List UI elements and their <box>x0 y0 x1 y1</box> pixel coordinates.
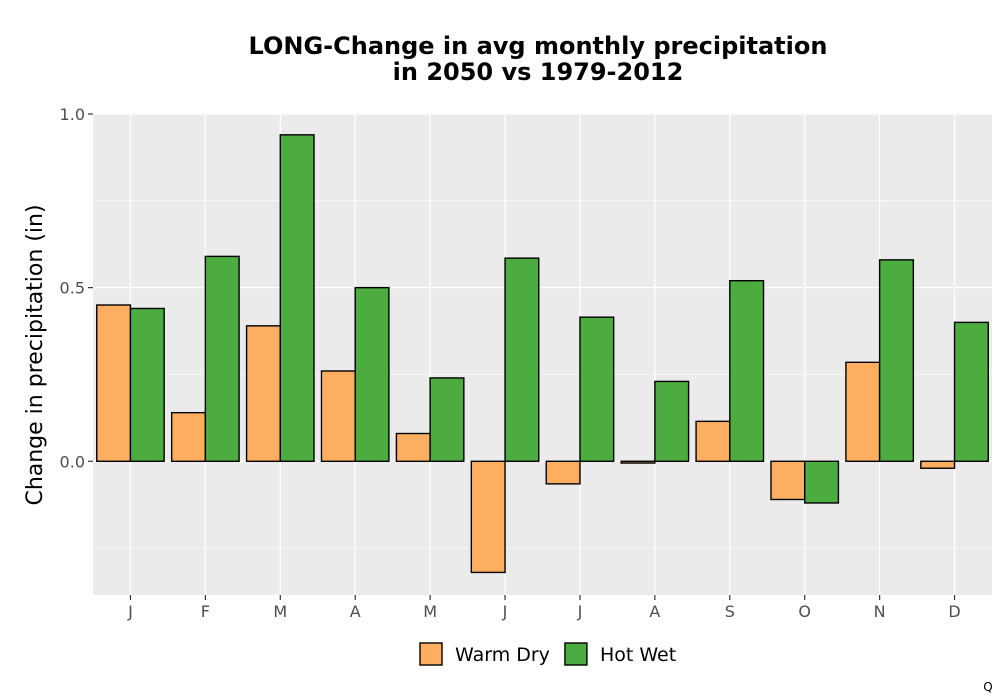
bar-hot-wet <box>504 257 540 462</box>
bar-hot-wet <box>279 134 315 462</box>
bar-hot-wet <box>204 255 240 462</box>
x-tick-label: S <box>725 602 735 621</box>
legend-key <box>564 642 588 666</box>
bar-hot-wet <box>878 259 915 462</box>
bar-warm-dry <box>845 361 881 462</box>
corner-mark: Q <box>983 680 992 694</box>
x-tick-label: M <box>423 602 437 621</box>
legend-label: Warm Dry <box>455 644 550 666</box>
chart-title-line-2: in 2050 vs 1979-2012 <box>393 58 684 86</box>
bar-warm-dry <box>545 460 581 485</box>
bar-warm-dry <box>395 432 431 462</box>
bar-warm-dry <box>770 460 806 501</box>
bars <box>96 134 989 574</box>
x-tick-label: N <box>874 602 886 621</box>
x-tick-label: F <box>201 602 210 621</box>
x-tick-label: J <box>577 602 583 621</box>
legend-label: Hot Wet <box>600 644 676 666</box>
bar-warm-dry <box>245 325 281 462</box>
x-tick-label: J <box>127 602 133 621</box>
bar-warm-dry <box>170 411 207 462</box>
legend-key <box>419 642 443 666</box>
bar-hot-wet <box>579 316 615 462</box>
bar-hot-wet <box>129 307 165 462</box>
bar-warm-dry <box>920 460 956 469</box>
y-axis-title: Change in precipitation (in) <box>23 204 48 505</box>
x-tick-label: M <box>273 602 287 621</box>
x-tick-label: A <box>649 602 660 621</box>
y-tick-label: 1.0 <box>60 105 85 124</box>
bar-hot-wet <box>354 286 390 462</box>
y-axis: 0.0 0.5 1.0 <box>60 105 93 471</box>
bar-warm-dry <box>320 370 356 462</box>
plot-panel <box>93 114 992 595</box>
legend: Warm Dry Hot Wet <box>419 642 676 666</box>
bar-hot-wet <box>654 380 690 462</box>
bar-warm-dry <box>470 460 506 574</box>
bar-hot-wet <box>804 460 840 504</box>
bar-hot-wet <box>953 321 989 462</box>
x-tick-label: J <box>502 602 508 621</box>
minor-gridlines <box>93 200 992 549</box>
chart-title-line-1: LONG-Change in avg monthly precipitation <box>249 32 828 60</box>
x-tick-label: A <box>350 602 361 621</box>
x-tick-label: D <box>948 602 960 621</box>
y-tick-label: 0.5 <box>60 279 85 298</box>
bar-warm-dry <box>620 460 656 464</box>
bar-warm-dry <box>96 304 132 462</box>
bar-hot-wet <box>729 280 765 462</box>
bar-hot-wet <box>429 377 465 462</box>
x-tick-label: O <box>798 602 811 621</box>
y-tick-label: 0.0 <box>60 452 85 471</box>
bar-warm-dry <box>695 420 731 462</box>
